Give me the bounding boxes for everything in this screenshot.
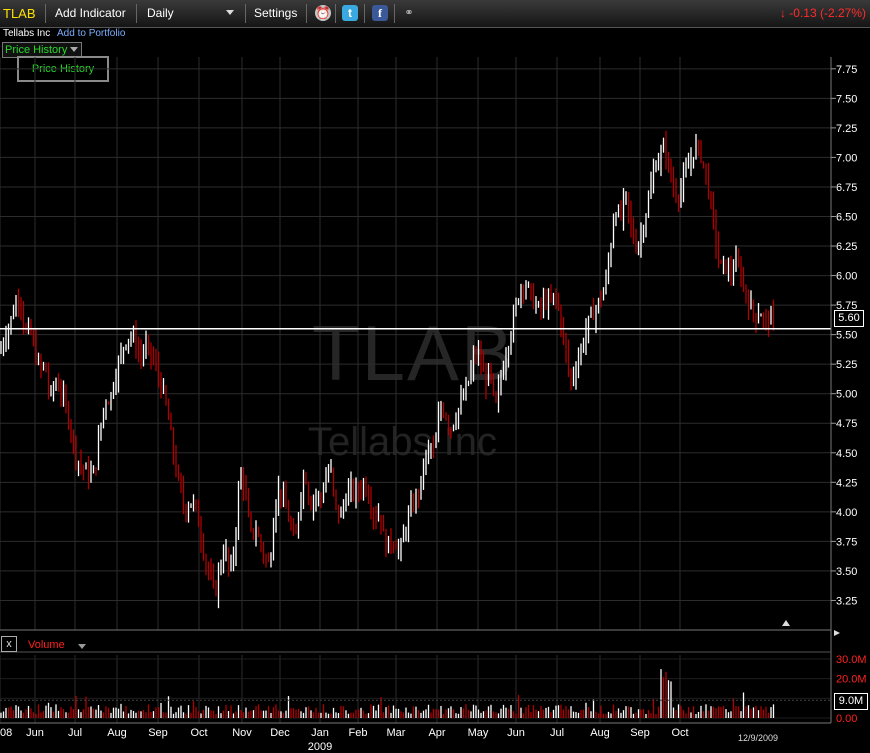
x-tick-label: Jan xyxy=(311,727,329,739)
last-volume-label: 9.0M xyxy=(834,693,868,710)
price-series xyxy=(0,130,831,609)
y-tick-label: 6.50 xyxy=(836,211,857,223)
volume-tick-label: 30.0M xyxy=(836,654,867,666)
y-tick-label: 4.75 xyxy=(836,418,857,430)
x-tick-label: Sep xyxy=(630,727,650,739)
add-to-portfolio-link[interactable]: Add to Portfolio xyxy=(57,28,126,39)
y-tick-label: 4.00 xyxy=(836,507,857,519)
separator xyxy=(335,4,336,23)
binoculars-icon[interactable]: ⚭ xyxy=(404,7,414,19)
y-tick-label: 3.25 xyxy=(836,595,857,607)
watermark-company: Tellabs Inc xyxy=(308,420,497,464)
company-name: Tellabs Inc xyxy=(3,28,51,39)
toolbar: TLAB Add Indicator Daily Settings ⏰ t f … xyxy=(0,0,870,28)
x-tick-label: Jul xyxy=(550,727,564,739)
volume-tick-label: 0.00 xyxy=(836,713,857,725)
y-tick-label: 5.75 xyxy=(836,300,857,312)
year-label: 2009 xyxy=(308,741,332,753)
x-tick-label: Jun xyxy=(26,727,44,739)
alarm-clock-icon[interactable]: ⏰ xyxy=(315,5,331,21)
x-tick-label: Apr xyxy=(428,727,445,739)
y-tick-label: 7.50 xyxy=(836,93,857,105)
y-tick-label: 4.50 xyxy=(836,448,857,460)
settings-button[interactable]: Settings xyxy=(254,6,298,20)
y-tick-label: 6.00 xyxy=(836,271,857,283)
separator xyxy=(306,4,307,23)
interval-select[interactable]: Daily xyxy=(147,6,174,20)
chevron-down-icon xyxy=(70,47,79,52)
chart-type-select[interactable]: Price History xyxy=(2,42,83,58)
x-tick-label: May xyxy=(468,727,489,739)
y-tick-label: 4.25 xyxy=(836,477,857,489)
y-tick-label: 5.50 xyxy=(836,330,857,342)
close-icon[interactable]: x xyxy=(1,636,17,652)
volume-bars xyxy=(0,669,831,718)
down-arrow-icon: ↓ xyxy=(779,6,786,20)
end-date: 12/9/2009 xyxy=(738,733,779,743)
y-tick-label: 7.75 xyxy=(836,64,857,76)
volume-label: Volume xyxy=(28,639,65,651)
watermark-symbol: TLAB xyxy=(312,309,516,397)
separator xyxy=(394,4,395,23)
x-tick-label: Mar xyxy=(387,727,406,739)
x-tick-label: Jun xyxy=(507,727,525,739)
y-tick-label: 5.00 xyxy=(836,389,857,401)
x-tick-label: Nov xyxy=(232,727,252,739)
y-tick-label: 7.25 xyxy=(836,123,857,135)
scroll-up-icon xyxy=(782,620,790,626)
separator xyxy=(364,4,365,23)
symbol-field[interactable]: TLAB xyxy=(3,6,36,21)
volume-tick-label: 20.0M xyxy=(836,674,867,686)
x-tick-label: Aug xyxy=(590,727,610,739)
price-change: ↓ -0.13 (-2.27%) xyxy=(780,0,866,27)
y-tick-label: 6.75 xyxy=(836,182,857,194)
add-indicator-button[interactable]: Add Indicator xyxy=(55,6,126,20)
y-tick-label: 3.50 xyxy=(836,566,857,578)
last-price-label: 5.60 xyxy=(834,310,864,327)
grid xyxy=(0,57,831,723)
twitter-icon[interactable]: t xyxy=(342,5,358,21)
y-tick-label: 3.75 xyxy=(836,536,857,548)
change-value: -0.13 (-2.27%) xyxy=(789,6,866,20)
facebook-icon[interactable]: f xyxy=(372,5,388,21)
axes: 7.75 7.50 7.25 7.00 6.75 6.50 6.25 6.00 5.75 5.50… xyxy=(0,57,867,753)
x-tick-label: Oct xyxy=(671,727,688,739)
separator xyxy=(45,4,46,23)
x-tick-label: Aug xyxy=(107,727,127,739)
y-tick-label: 7.00 xyxy=(836,152,857,164)
x-tick-label: Feb xyxy=(349,727,368,739)
separator xyxy=(245,4,246,23)
separator xyxy=(136,4,137,23)
chevron-down-icon[interactable] xyxy=(226,10,234,15)
x-tick-label: Dec xyxy=(270,727,290,739)
x-tick-label: Oct xyxy=(190,727,207,739)
axis-marker-icon xyxy=(834,630,840,636)
y-tick-label: 6.25 xyxy=(836,241,857,253)
chevron-down-icon[interactable] xyxy=(78,644,86,649)
x-tick-label: Jul xyxy=(68,727,82,739)
chart-type-label: Price History xyxy=(5,44,68,56)
x-tick-label: 08 xyxy=(0,727,12,739)
y-tick-label: 5.25 xyxy=(836,359,857,371)
x-tick-label: Sep xyxy=(148,727,168,739)
